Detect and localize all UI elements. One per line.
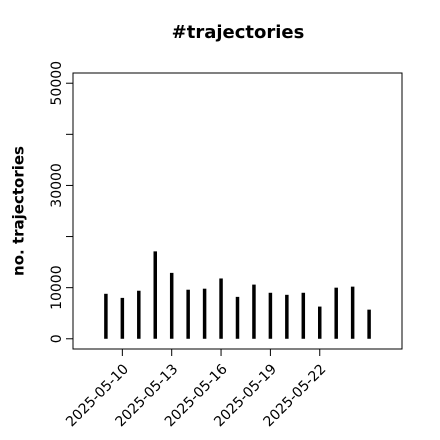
chart-title: #trajectories <box>172 22 305 43</box>
plot-frame <box>72 72 403 350</box>
y-axis-label: no. trajectories <box>10 146 28 276</box>
y-tick-label: 50000 <box>49 61 65 106</box>
y-tick-label: 30000 <box>49 163 65 208</box>
y-tick-label: 10000 <box>49 265 65 310</box>
y-tick-label: 0 <box>49 334 65 343</box>
